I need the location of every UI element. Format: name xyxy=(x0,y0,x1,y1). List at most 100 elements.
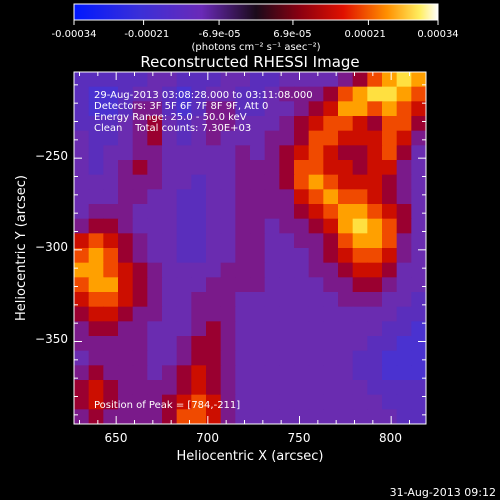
heatmap-cell xyxy=(118,101,134,117)
heatmap-cell xyxy=(382,292,398,308)
heatmap-cell xyxy=(294,101,310,117)
heatmap-cell xyxy=(191,130,207,146)
heatmap-cell xyxy=(162,277,178,293)
x-tick-label-700: 700 xyxy=(196,431,219,445)
heatmap-cell xyxy=(294,262,310,278)
heatmap-cell xyxy=(323,116,339,132)
heatmap-cell xyxy=(88,116,104,132)
heatmap-cell xyxy=(352,350,368,366)
heatmap-cell xyxy=(103,248,119,264)
heatmap-cell xyxy=(367,409,383,424)
heatmap-cell xyxy=(367,233,383,249)
heatmap-cell xyxy=(220,116,236,132)
heatmap-cell xyxy=(352,233,368,249)
heatmap-cell xyxy=(191,321,207,337)
heatmap-cell xyxy=(279,233,295,249)
heatmap-cell xyxy=(264,160,280,176)
heatmap-cell xyxy=(352,409,368,424)
heatmap-cell xyxy=(118,350,134,366)
heatmap-cell xyxy=(338,321,354,337)
heatmap-cell xyxy=(191,189,207,205)
heatmap-cell xyxy=(264,145,280,161)
heatmap-cell xyxy=(323,409,339,424)
heatmap-cell xyxy=(132,306,148,322)
heatmap-cell xyxy=(250,365,266,381)
heatmap-cell xyxy=(308,116,324,132)
heatmap-cell xyxy=(250,292,266,308)
heatmap-cell xyxy=(382,409,398,424)
heatmap-cell xyxy=(396,86,412,102)
heatmap-cell xyxy=(176,86,192,102)
heatmap-cell xyxy=(308,72,324,88)
heatmap-cell xyxy=(206,145,222,161)
colorbar-label-0: -0.00034 xyxy=(52,29,97,40)
heatmap-cell xyxy=(147,350,163,366)
heatmap-cell xyxy=(323,336,339,352)
heatmap-cell xyxy=(74,116,90,132)
annotation-time-range: 29-Aug-2013 03:08:28.000 to 03:11:08.000 xyxy=(94,90,313,101)
heatmap-cell xyxy=(396,233,412,249)
heatmap-cell xyxy=(132,233,148,249)
heatmap-cell xyxy=(162,380,178,396)
heatmap-cell xyxy=(235,72,251,88)
heatmap-cell xyxy=(206,189,222,205)
heatmap-cell xyxy=(323,204,339,220)
heatmap-cell xyxy=(88,350,104,366)
heatmap-cell xyxy=(382,277,398,293)
heatmap-cell xyxy=(323,380,339,396)
heatmap-cell xyxy=(279,292,295,308)
heatmap-cell xyxy=(352,248,368,264)
heatmap-cell xyxy=(308,174,324,190)
heatmap-cell xyxy=(396,116,412,132)
heatmap-cell xyxy=(352,262,368,278)
heatmap-cell xyxy=(396,380,412,396)
heatmap-cell xyxy=(88,145,104,161)
heatmap-cell xyxy=(103,218,119,234)
heatmap-cell xyxy=(382,204,398,220)
heatmap-cell xyxy=(338,262,354,278)
heatmap-cell xyxy=(74,394,90,410)
heatmap-cell xyxy=(382,365,398,381)
heatmap-cell xyxy=(132,116,148,132)
heatmap-cell xyxy=(338,248,354,264)
colorbar-label-2: -6.9e-05 xyxy=(199,29,241,40)
heatmap-cell xyxy=(338,72,354,88)
colorbar-label-1: -0.00021 xyxy=(124,29,169,40)
heatmap-cell xyxy=(235,262,251,278)
heatmap-cell xyxy=(74,292,90,308)
y-tick-label-300: −300 xyxy=(35,240,68,254)
heatmap-cell xyxy=(367,204,383,220)
heatmap-cell xyxy=(352,321,368,337)
heatmap-cell xyxy=(338,204,354,220)
heatmap-cell xyxy=(411,86,426,102)
heatmap-cell xyxy=(382,218,398,234)
heatmap-cell xyxy=(191,262,207,278)
heatmap-cell xyxy=(235,233,251,249)
heatmap-cell xyxy=(191,394,207,410)
heatmap-cell xyxy=(176,233,192,249)
heatmap-cell xyxy=(162,72,178,88)
heatmap-cell xyxy=(176,160,192,176)
heatmap-cell xyxy=(396,292,412,308)
heatmap-cell xyxy=(294,292,310,308)
heatmap-cell xyxy=(352,189,368,205)
heatmap-cell xyxy=(294,321,310,337)
heatmap-cell xyxy=(162,86,178,102)
heatmap-cell xyxy=(279,101,295,117)
heatmap-cell xyxy=(118,321,134,337)
heatmap-cell xyxy=(411,72,426,88)
heatmap-cell xyxy=(132,380,148,396)
heatmap-cell xyxy=(264,101,280,117)
heatmap-cell xyxy=(235,306,251,322)
heatmap-cell xyxy=(250,350,266,366)
heatmap-cell xyxy=(191,306,207,322)
heatmap-cell xyxy=(338,101,354,117)
heatmap-cell xyxy=(250,204,266,220)
heatmap-cell xyxy=(235,277,251,293)
heatmap-cell xyxy=(220,204,236,220)
heatmap-cell xyxy=(396,101,412,117)
heatmap-cell xyxy=(88,160,104,176)
heatmap-cell xyxy=(88,189,104,205)
heatmap-cell xyxy=(103,409,119,424)
